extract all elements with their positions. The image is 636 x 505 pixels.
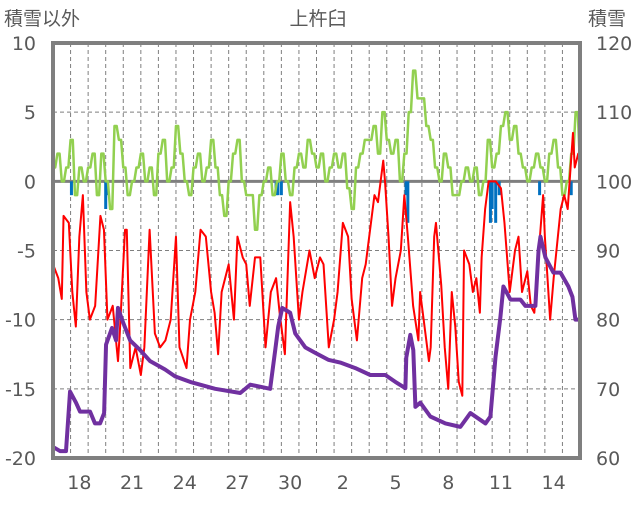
y-left-tick-label: 0 bbox=[24, 171, 36, 193]
precip-bar bbox=[488, 181, 492, 223]
x-tick-label: 30 bbox=[278, 472, 302, 494]
y-right-tick-label: 120 bbox=[596, 33, 632, 55]
blue-bars bbox=[69, 181, 573, 223]
precip-bar bbox=[279, 181, 283, 196]
left-axis-label: 積雪以外 bbox=[4, 8, 80, 30]
series-line-green bbox=[53, 69, 582, 231]
y-right-tick-label: 80 bbox=[596, 310, 620, 332]
x-tick-label: 18 bbox=[67, 472, 91, 494]
precip-bar bbox=[497, 181, 501, 196]
x-tick-label: 21 bbox=[120, 472, 144, 494]
y-left-tick-label: -5 bbox=[17, 241, 36, 263]
plot-border bbox=[51, 41, 582, 460]
tick-labels: 10 5 0 -5 -10 -15 -20 120 110 100 90 80 70 60 18 21 24 27… bbox=[5, 33, 632, 494]
y-right-tick-label: 60 bbox=[596, 448, 620, 470]
x-tick-label: 24 bbox=[173, 472, 197, 494]
precip-bar bbox=[276, 181, 280, 196]
y-left-tick-label: 5 bbox=[24, 102, 36, 124]
precip-bar bbox=[569, 181, 573, 196]
plot-frame bbox=[51, 41, 582, 460]
series-line-red bbox=[52, 131, 581, 397]
gridlines bbox=[53, 43, 580, 458]
precip-bar bbox=[404, 181, 408, 196]
precip-bar bbox=[406, 181, 410, 223]
y-left-tick-label: 10 bbox=[12, 33, 36, 55]
right-axis-label: 積雪 bbox=[588, 8, 626, 30]
x-tick-label: 8 bbox=[442, 472, 454, 494]
y-right-tick-label: 90 bbox=[596, 241, 620, 263]
y-left-tick-label: -20 bbox=[5, 448, 36, 470]
y-right-tick-label: 70 bbox=[596, 379, 620, 401]
y-right-tick-label: 100 bbox=[596, 171, 632, 193]
precip-bar bbox=[104, 181, 108, 209]
x-tick-label: 2 bbox=[337, 472, 349, 494]
chart-title: 上杵臼 bbox=[289, 8, 346, 30]
precip-bar bbox=[538, 181, 542, 196]
y-left-tick-label: -15 bbox=[5, 379, 36, 401]
x-tick-label: 5 bbox=[390, 472, 402, 494]
precip-bar bbox=[494, 181, 498, 223]
x-tick-label: 27 bbox=[225, 472, 249, 494]
series-lines bbox=[51, 69, 582, 454]
y-left-tick-label: -10 bbox=[5, 310, 36, 332]
precip-bar bbox=[69, 181, 73, 196]
x-tick-label: 11 bbox=[489, 472, 513, 494]
precip-bar bbox=[490, 181, 494, 209]
series-line-purple bbox=[51, 234, 580, 454]
x-tick-label: 14 bbox=[542, 472, 566, 494]
y-right-tick-label: 110 bbox=[596, 102, 632, 124]
